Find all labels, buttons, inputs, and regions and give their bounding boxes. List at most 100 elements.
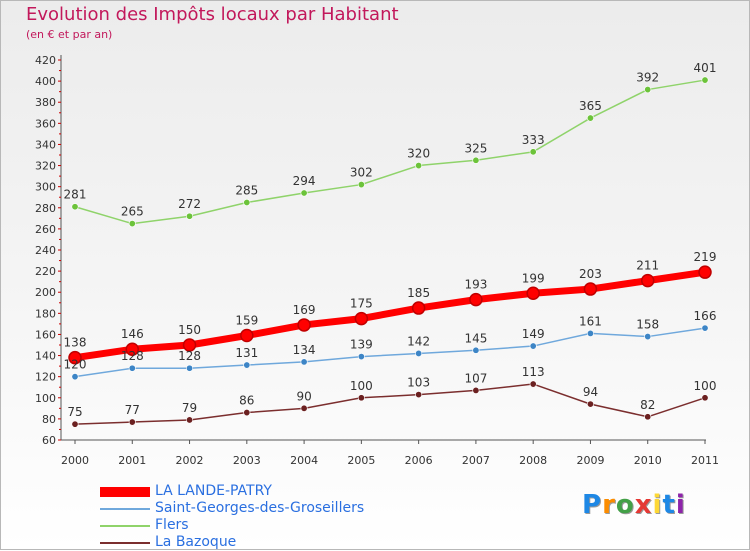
data-label: 294 bbox=[293, 174, 316, 188]
data-point bbox=[71, 203, 79, 211]
y-tick-label: 380 bbox=[35, 96, 56, 109]
legend-item: Flers bbox=[100, 517, 364, 534]
data-label: 150 bbox=[178, 323, 201, 337]
data-point bbox=[472, 346, 480, 354]
data-point bbox=[701, 76, 709, 84]
y-tick-label: 420 bbox=[35, 54, 56, 67]
x-tick-label: 2004 bbox=[290, 454, 318, 467]
proxiti-logo: Proxiti bbox=[582, 490, 686, 520]
data-label: 142 bbox=[407, 334, 430, 348]
logo-letter: t bbox=[662, 490, 676, 520]
data-label: 285 bbox=[235, 184, 258, 198]
y-tick-label: 140 bbox=[35, 350, 56, 363]
x-tick-label: 2000 bbox=[61, 454, 89, 467]
legend-swatch-flers bbox=[100, 524, 150, 527]
y-tick-label: 180 bbox=[35, 307, 56, 320]
x-tick-label: 2011 bbox=[691, 454, 719, 467]
data-label: 128 bbox=[121, 349, 144, 363]
data-point bbox=[240, 328, 254, 343]
data-label: 100 bbox=[350, 379, 373, 393]
data-label: 161 bbox=[579, 314, 602, 328]
data-point bbox=[586, 400, 594, 408]
x-tick-label: 2010 bbox=[634, 454, 662, 467]
data-label: 107 bbox=[464, 371, 487, 385]
y-tick-label: 280 bbox=[35, 202, 56, 215]
data-label: 365 bbox=[579, 99, 602, 113]
data-point bbox=[472, 386, 480, 394]
x-tick-label: 2009 bbox=[576, 454, 604, 467]
data-label: 219 bbox=[694, 250, 717, 264]
data-point bbox=[68, 350, 82, 365]
data-point bbox=[300, 358, 308, 366]
logo-letter: x bbox=[634, 490, 653, 520]
data-point bbox=[243, 199, 251, 207]
data-point bbox=[583, 282, 598, 296]
y-tick-label: 300 bbox=[35, 181, 56, 194]
data-point bbox=[701, 394, 709, 402]
data-point bbox=[243, 361, 251, 369]
data-point bbox=[186, 364, 194, 372]
data-point bbox=[186, 212, 194, 220]
x-tick-label: 2007 bbox=[462, 454, 490, 467]
data-label: 199 bbox=[522, 271, 545, 285]
data-point bbox=[640, 273, 655, 288]
data-label: 90 bbox=[296, 389, 311, 403]
data-point bbox=[186, 416, 194, 424]
data-point bbox=[128, 220, 136, 228]
data-label: 265 bbox=[121, 205, 144, 219]
legend-item: Saint-Georges-des-Groseillers bbox=[100, 500, 364, 517]
data-point bbox=[182, 338, 197, 352]
data-point bbox=[701, 324, 709, 332]
data-label: 79 bbox=[182, 401, 197, 415]
data-label: 146 bbox=[121, 327, 144, 341]
data-label: 82 bbox=[640, 398, 655, 412]
y-tick-label: 400 bbox=[35, 75, 56, 88]
data-label: 77 bbox=[125, 403, 140, 417]
chart-subtitle: (en € et par an) bbox=[26, 28, 113, 41]
data-label: 100 bbox=[694, 379, 717, 393]
y-tick-label: 220 bbox=[35, 265, 56, 278]
y-tick-label: 260 bbox=[35, 223, 56, 236]
legend-swatch-saint-georges bbox=[100, 507, 150, 510]
data-label: 320 bbox=[407, 147, 430, 161]
y-tick-label: 360 bbox=[35, 117, 56, 130]
logo-letter: P bbox=[582, 490, 603, 520]
data-point bbox=[411, 301, 426, 315]
data-point bbox=[698, 265, 712, 279]
data-point bbox=[529, 342, 537, 350]
data-label: 185 bbox=[407, 286, 430, 300]
data-point bbox=[300, 404, 308, 412]
legend-swatch-la-lande-patry bbox=[100, 486, 150, 497]
legend-swatch-la-bazoque bbox=[100, 541, 150, 544]
data-label: 166 bbox=[694, 309, 717, 323]
logo-letter: r bbox=[602, 490, 616, 520]
legend-label: LA LANDE-PATRY bbox=[155, 483, 272, 499]
logo-letter: i bbox=[675, 490, 686, 520]
data-point bbox=[415, 391, 423, 399]
data-label: 139 bbox=[350, 338, 373, 352]
data-point bbox=[529, 148, 537, 156]
data-label: 211 bbox=[636, 259, 659, 273]
legend: LA LANDE-PATRY Saint-Georges-des-Groseil… bbox=[100, 483, 364, 551]
data-point bbox=[357, 181, 365, 189]
data-label: 131 bbox=[235, 346, 258, 360]
data-label: 75 bbox=[67, 405, 82, 419]
legend-label: La Bazoque bbox=[155, 534, 237, 550]
data-label: 281 bbox=[64, 188, 87, 202]
y-tick-label: 80 bbox=[42, 413, 56, 426]
x-tick-label: 2001 bbox=[118, 454, 146, 467]
data-label: 113 bbox=[522, 365, 545, 379]
logo-letter: i bbox=[652, 490, 663, 520]
data-point bbox=[354, 311, 369, 326]
logo-letter: o bbox=[615, 490, 635, 520]
data-label: 94 bbox=[583, 385, 598, 399]
x-tick-label: 2005 bbox=[347, 454, 375, 467]
data-point bbox=[128, 418, 136, 426]
series-line bbox=[74, 327, 706, 378]
data-label: 175 bbox=[350, 297, 373, 311]
data-label: 302 bbox=[350, 166, 373, 180]
series-line bbox=[74, 268, 706, 362]
data-label: 103 bbox=[407, 376, 430, 390]
